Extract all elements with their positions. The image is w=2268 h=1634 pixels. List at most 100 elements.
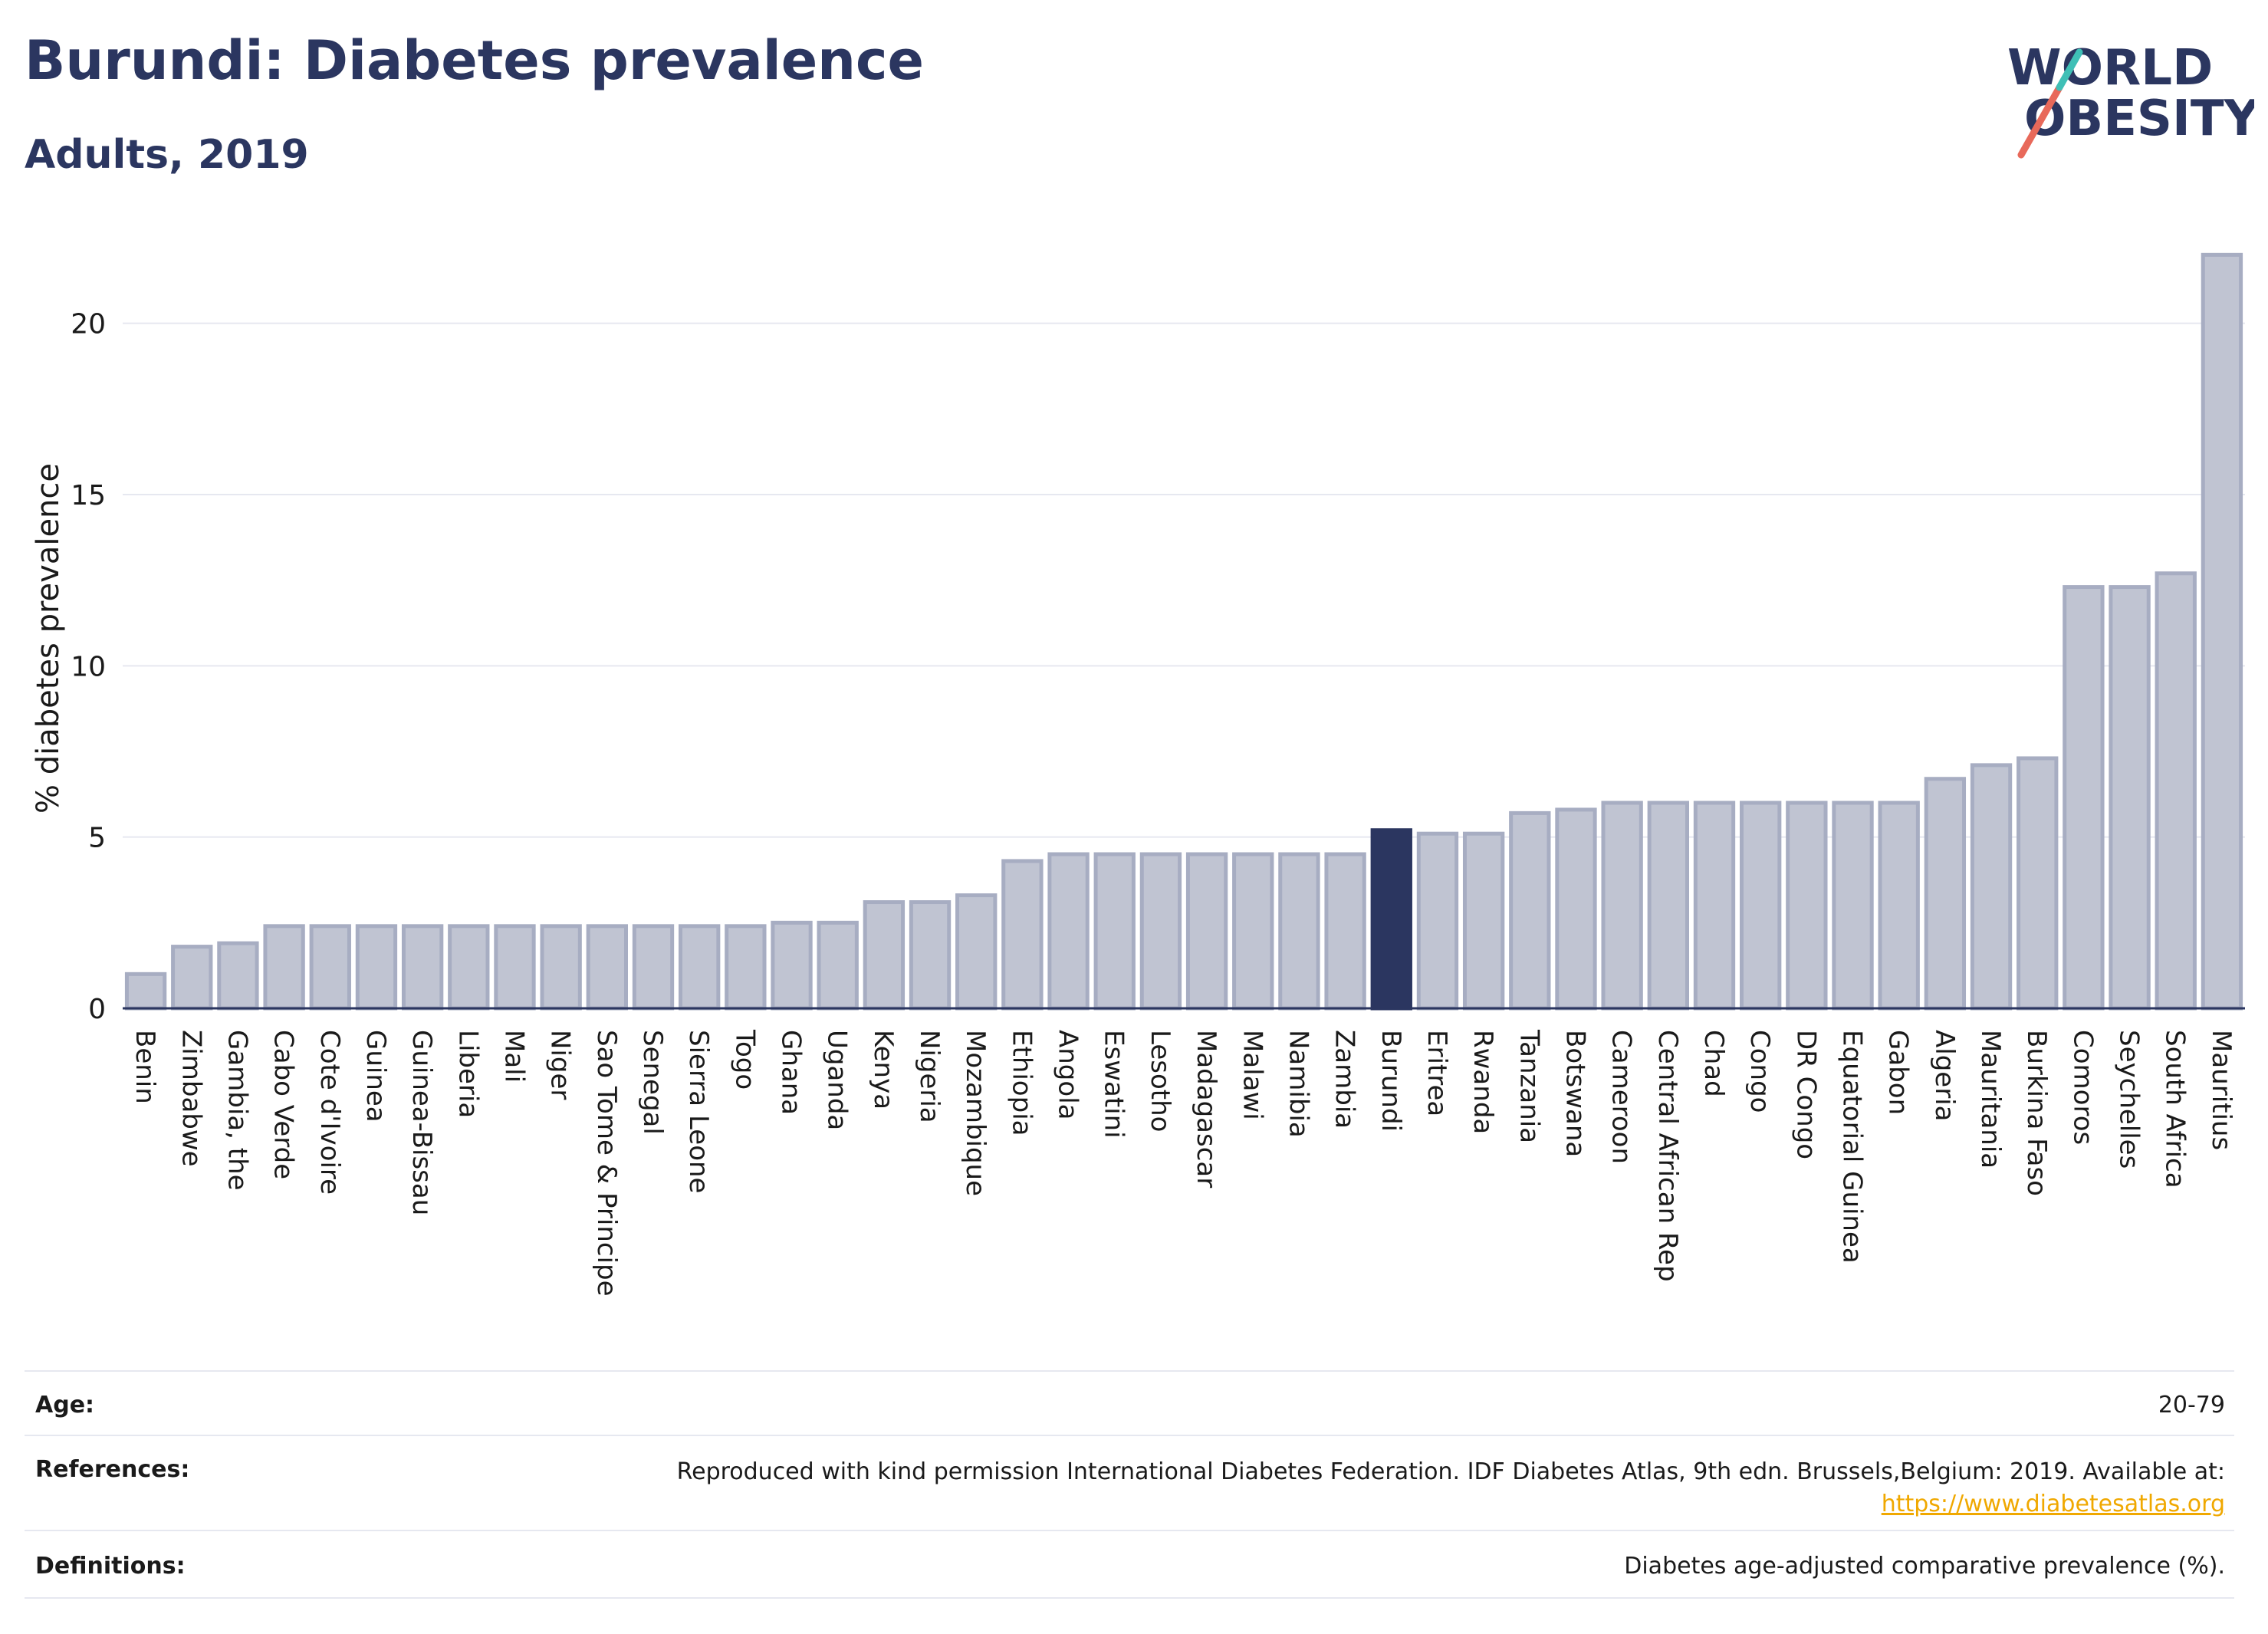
bar	[1832, 801, 1874, 1011]
bar-highlight	[1370, 828, 1412, 1011]
x-tick-label: Mauritania	[1975, 1030, 2006, 1169]
references-link[interactable]: https://www.diabetesatlas.org	[1881, 1491, 2225, 1517]
bar	[632, 924, 675, 1011]
x-tick-label: Botswana	[1560, 1030, 1590, 1157]
age-label: Age:	[35, 1392, 95, 1419]
world-obesity-logo[interactable]: WORLD OBESITY	[1994, 31, 2260, 161]
x-tick-label: Ethiopia	[1006, 1030, 1037, 1136]
x-tick-label: Mali	[498, 1030, 529, 1083]
bar	[1693, 801, 1736, 1011]
x-tick-label: Sierra Leone	[683, 1030, 714, 1193]
bar	[1555, 807, 1597, 1011]
definitions-value: Diabetes age-adjusted comparative preval…	[1624, 1553, 2225, 1580]
x-tick-label: Seychelles	[2114, 1030, 2145, 1169]
y-tick-label: 5	[88, 823, 106, 854]
age-row: Age: 20-79	[25, 1370, 2234, 1436]
bar	[863, 900, 906, 1011]
page-subtitle: Adults, 2019	[25, 132, 309, 178]
bar	[1324, 852, 1366, 1011]
bar	[217, 941, 259, 1011]
y-tick-label: 0	[88, 994, 106, 1025]
y-axis-title: % diabetes prevalence	[31, 463, 66, 814]
x-tick-label: Uganda	[822, 1030, 853, 1130]
x-tick-label: Equatorial Guinea	[1837, 1030, 1868, 1264]
bar	[355, 924, 398, 1011]
bar	[1970, 763, 2013, 1011]
bar	[1278, 852, 1320, 1011]
bar	[1139, 852, 1182, 1011]
x-tick-label: Congo	[1744, 1030, 1775, 1113]
references-row: References: Reproduced with kind permiss…	[25, 1435, 2234, 1531]
x-tick-label: Eritrea	[1422, 1030, 1452, 1116]
bar	[679, 924, 721, 1011]
x-tick-label: Mozambique	[960, 1030, 991, 1196]
references-value: Reproduced with kind permission Internat…	[677, 1456, 2225, 1521]
x-tick-label: Algeria	[1929, 1030, 1960, 1121]
bar	[586, 924, 628, 1011]
page-title: Burundi: Diabetes prevalence	[25, 29, 924, 92]
bar	[2017, 756, 2059, 1011]
x-tick-label: Tanzania	[1514, 1029, 1544, 1143]
x-tick-label: Senegal	[637, 1030, 668, 1135]
x-tick-label: Guinea	[360, 1030, 391, 1123]
x-tick-label: Zimbabwe	[176, 1030, 206, 1167]
x-tick-label: Ghana	[776, 1030, 807, 1115]
x-tick-label: Guinea-Bissau	[406, 1030, 437, 1215]
bar	[1093, 852, 1136, 1011]
age-value: 20-79	[2158, 1392, 2225, 1419]
definitions-row: Definitions: Diabetes age-adjusted compa…	[25, 1530, 2234, 1599]
x-tick-label: Gambia, the	[222, 1030, 252, 1191]
bar	[1786, 801, 1828, 1011]
x-tick-label: Gabon	[1883, 1030, 1914, 1115]
y-tick-label: 20	[71, 309, 106, 340]
bar	[1509, 810, 1551, 1011]
bar	[771, 920, 813, 1011]
bar	[1001, 859, 1044, 1011]
y-tick-label: 15	[71, 480, 106, 511]
y-tick-label: 10	[71, 651, 106, 682]
bar	[1601, 801, 1643, 1011]
bar	[1232, 852, 1274, 1011]
x-tick-label: Lesotho	[1145, 1030, 1175, 1132]
bar	[309, 924, 351, 1011]
logo-slash-coral	[2017, 84, 2063, 159]
bar	[1647, 801, 1689, 1011]
world-obesity-logo-mark: WORLD OBESITY	[2007, 40, 2260, 159]
bar	[1185, 852, 1228, 1011]
x-tick-label: Benin	[130, 1030, 160, 1104]
bar	[909, 900, 952, 1011]
bar	[1740, 801, 1782, 1011]
x-tick-label: Mauritius	[2206, 1030, 2237, 1150]
x-tick-label: Rwanda	[1468, 1030, 1498, 1134]
bar	[2109, 585, 2151, 1011]
bar	[2063, 585, 2105, 1011]
bar	[817, 920, 859, 1011]
bar	[448, 924, 490, 1011]
logo-line2: OBESITY	[2024, 90, 2254, 147]
x-tick-label: South Africa	[2160, 1030, 2191, 1189]
x-tick-label: Burkina Faso	[2021, 1030, 2052, 1196]
x-tick-label: Namibia	[1283, 1030, 1313, 1138]
bar	[171, 945, 213, 1011]
x-tick-label: Comoros	[2067, 1030, 2098, 1145]
x-tick-label: Chad	[1698, 1030, 1729, 1097]
x-tick-label: Madagascar	[1191, 1030, 1221, 1188]
bar	[2155, 571, 2197, 1011]
x-tick-label: Niger	[545, 1030, 576, 1100]
diabetes-prevalence-bar-chart: 0 5 10 15 20 % diabetes prevalence Benin Zimbab…	[31, 252, 2245, 1297]
bar	[124, 972, 167, 1011]
definitions-label: Definitions:	[35, 1553, 186, 1580]
references-label: References:	[35, 1456, 190, 1483]
x-tick-label: Nigeria	[914, 1030, 945, 1123]
bar	[1416, 831, 1459, 1011]
x-tick-label: Cameroon	[1606, 1030, 1637, 1164]
x-tick-label: Angola	[1053, 1030, 1083, 1119]
x-tick-label: Kenya	[868, 1030, 899, 1110]
x-tick-label: Central African Rep	[1652, 1030, 1683, 1282]
bar	[725, 924, 767, 1011]
bar	[540, 924, 582, 1011]
bar	[1462, 831, 1505, 1011]
bar	[2201, 252, 2243, 1011]
bar	[1878, 801, 1920, 1011]
x-tick-label: Sao Tome & Principe	[591, 1030, 622, 1297]
